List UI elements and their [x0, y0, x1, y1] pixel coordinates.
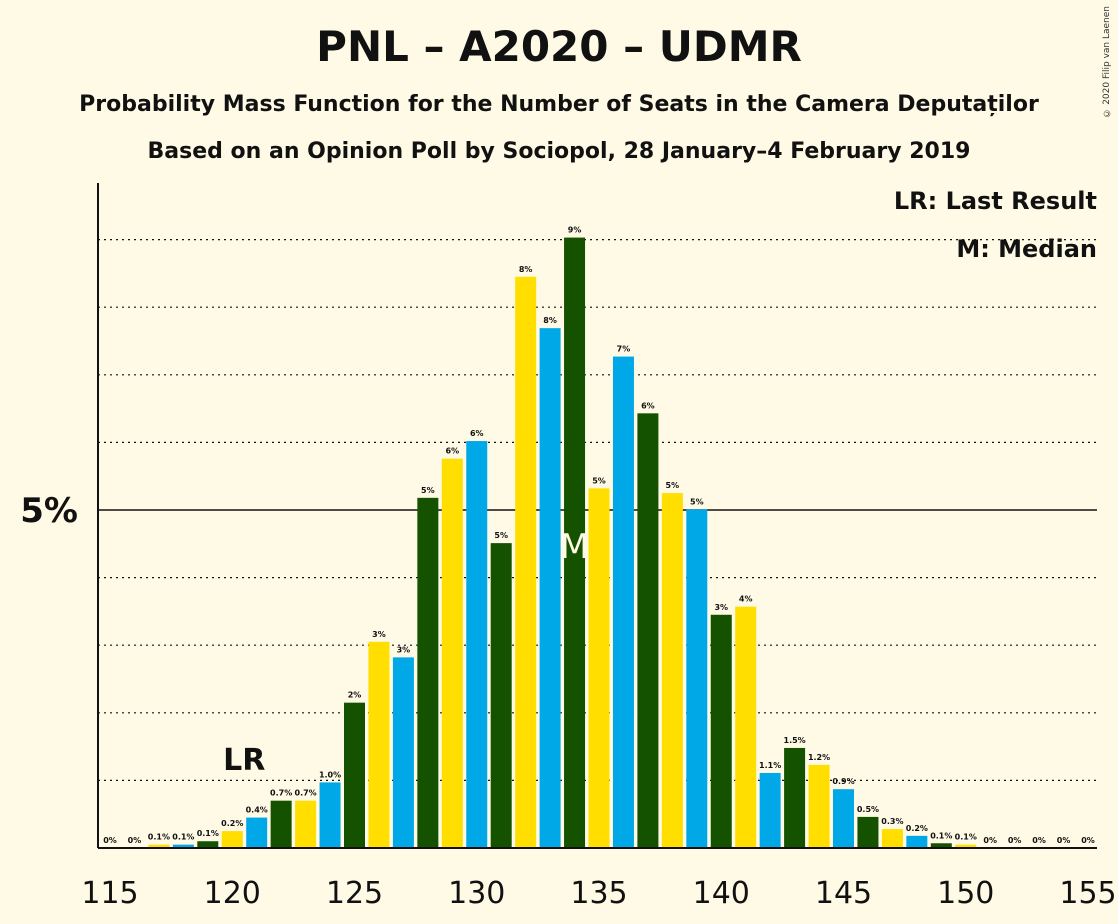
x-tick-label: 125 — [326, 876, 383, 911]
bar-value-label: 0% — [128, 836, 142, 845]
bar-seat-147 — [881, 829, 903, 848]
bar-seat-117 — [148, 844, 170, 848]
bar-value-label: 8% — [519, 265, 533, 274]
y-tick-label: 5% — [20, 491, 78, 531]
bar-value-label: 6% — [446, 447, 460, 456]
bar-seat-140 — [710, 614, 732, 848]
bar-value-label: 5% — [666, 481, 680, 490]
bar-value-label: 0.1% — [955, 833, 977, 842]
bar-value-label: 0.7% — [270, 789, 292, 798]
bar-seat-129 — [441, 458, 463, 848]
legend-last-result: LR: Last Result — [894, 187, 1097, 215]
bar-value-label: 0.2% — [221, 819, 243, 828]
bar-seat-125 — [344, 702, 365, 848]
bar-seat-124 — [319, 782, 341, 848]
x-tick-label: 155 — [1059, 876, 1116, 911]
x-tick-label: 130 — [448, 876, 505, 911]
axes: 115 120 125 130 135 140 145 150 155 5% LR M — [20, 183, 1117, 911]
bar-seat-123 — [295, 800, 317, 848]
bar-value-label: 0.9% — [832, 777, 854, 786]
x-tick-label: 150 — [937, 876, 994, 911]
bar-seat-137 — [637, 413, 659, 848]
bar-seat-149 — [930, 843, 952, 848]
bar-seat-139 — [686, 509, 708, 848]
bar-value-label: 0% — [1057, 836, 1071, 845]
bar-value-label: 8% — [543, 316, 557, 325]
bar-seat-141 — [735, 606, 757, 848]
bar-value-label: 2% — [348, 691, 362, 700]
bar-seat-144 — [808, 764, 830, 848]
bar-value-label: 3% — [372, 630, 386, 639]
bar-value-label: 7% — [617, 345, 631, 354]
bar-seat-132 — [515, 276, 537, 848]
bar-value-label: 6% — [641, 401, 655, 410]
bar-value-label: 0.1% — [148, 833, 170, 842]
bar-value-label: 4% — [739, 595, 753, 604]
x-tick-label: 140 — [693, 876, 750, 911]
bar-seat-128 — [417, 497, 439, 848]
bar-seat-143 — [784, 747, 806, 848]
bar-value-label: 0.1% — [197, 829, 219, 838]
bar-seat-120 — [221, 831, 243, 848]
bar-seat-133 — [539, 328, 561, 848]
bar-seat-127 — [392, 657, 414, 848]
x-tick-label: 120 — [204, 876, 261, 911]
x-tick-label: 115 — [81, 876, 138, 911]
last-result-marker: LR — [223, 743, 265, 778]
bar-seat-136 — [612, 356, 634, 848]
bar-seat-130 — [466, 441, 488, 848]
bar-seat-122 — [270, 800, 292, 848]
bar-value-label: 0.5% — [857, 805, 879, 814]
bar-group — [148, 237, 977, 848]
bar-value-label: 1.2% — [808, 753, 830, 762]
bar-value-label: 3% — [714, 603, 728, 612]
bar-value-label: 0.4% — [246, 806, 268, 815]
bar-value-label: 0.1% — [172, 833, 194, 842]
bar-value-label: 9% — [568, 226, 582, 235]
chart-title: PNL – A2020 – UDMR — [316, 22, 802, 71]
chart-subtitle-2: Based on an Opinion Poll by Sociopol, 28… — [147, 139, 971, 164]
bar-value-label: 3% — [397, 645, 411, 654]
bar-value-label: 1.5% — [784, 736, 806, 745]
bar-value-label: 0.2% — [906, 824, 928, 833]
legend-median: M: Median — [956, 235, 1097, 263]
bar-seat-135 — [588, 488, 610, 848]
bar-seat-146 — [857, 816, 879, 848]
bar-value-label: 0% — [103, 836, 117, 845]
median-marker: M — [560, 527, 589, 567]
bar-value-label: 5% — [690, 497, 704, 506]
bar-value-label: 0% — [1032, 836, 1046, 845]
bar-value-label: 1.0% — [319, 770, 341, 779]
bar-seat-134 — [564, 237, 586, 848]
bar-value-label: 5% — [421, 486, 435, 495]
bar-seat-142 — [759, 772, 781, 848]
bar-seat-131 — [490, 543, 512, 848]
bar-seat-119 — [197, 841, 219, 848]
bar-value-label: 5% — [592, 476, 606, 485]
bar-seat-138 — [661, 493, 683, 848]
bar-value-label: 0% — [1081, 836, 1095, 845]
bar-value-label: 1.1% — [759, 761, 781, 770]
bar-value-label: 5% — [494, 531, 508, 540]
bar-seat-145 — [833, 789, 854, 848]
bar-value-label: 6% — [470, 429, 484, 438]
bar-label-group: 0% 0% 0.1% 0.1% 0.1%0.2%0.4%0.7% 0.7%1.0%2%3%… — [103, 226, 1095, 845]
bar-value-label: 0.7% — [295, 789, 317, 798]
bar-value-label: 0% — [983, 836, 997, 845]
bar-value-label: 0% — [1008, 836, 1022, 845]
bar-value-label: 0.1% — [930, 831, 952, 840]
chart-subtitle-1: Probability Mass Function for the Number… — [79, 92, 1039, 117]
x-tick-label: 145 — [815, 876, 872, 911]
bar-seat-148 — [906, 835, 928, 848]
bar-seat-118 — [172, 844, 194, 848]
bar-value-label: 0.3% — [881, 817, 903, 826]
bar-seat-150 — [955, 844, 977, 848]
bar-seat-121 — [246, 817, 268, 848]
x-tick-label: 135 — [570, 876, 627, 911]
bar-seat-126 — [368, 641, 390, 848]
